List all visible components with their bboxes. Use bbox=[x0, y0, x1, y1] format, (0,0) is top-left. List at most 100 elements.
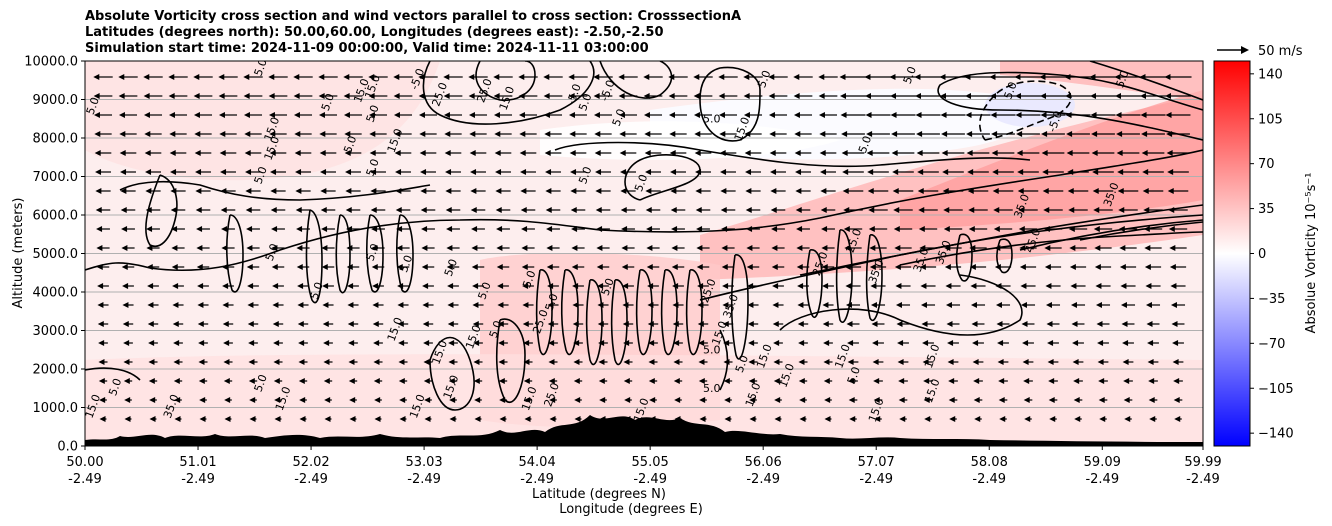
wind-vector-head bbox=[373, 340, 380, 346]
wind-vector-head bbox=[493, 74, 500, 80]
wind-vector-head bbox=[194, 131, 201, 137]
wind-vector-head bbox=[923, 378, 930, 384]
wind-vector-head bbox=[1166, 150, 1173, 156]
wind-vector-head bbox=[894, 264, 901, 270]
wind-vector-head bbox=[744, 150, 751, 156]
wind-vector-head bbox=[196, 245, 203, 251]
wind-vector-head bbox=[1022, 340, 1029, 346]
wind-vector-head bbox=[1042, 169, 1049, 175]
wind-vector-head bbox=[718, 112, 725, 118]
wind-vector-head bbox=[374, 416, 381, 422]
wind-vector-head bbox=[147, 321, 154, 327]
wind-vector-head bbox=[897, 359, 904, 365]
wind-vector-head bbox=[698, 340, 705, 346]
wind-vector-head bbox=[322, 302, 329, 308]
wind-vector-head bbox=[98, 359, 105, 365]
wind-vector-head bbox=[798, 340, 805, 346]
wind-vector-head bbox=[746, 264, 753, 270]
wind-vector-head bbox=[722, 283, 729, 289]
wind-vector-head bbox=[1168, 226, 1175, 232]
wind-vector-head bbox=[143, 74, 150, 80]
contour-label: 5.0 bbox=[703, 113, 721, 126]
wind-vector-head bbox=[668, 93, 675, 99]
wind-vector-head bbox=[865, 112, 872, 118]
wind-vector-head bbox=[520, 207, 527, 213]
wind-vector-head bbox=[1022, 359, 1029, 365]
wind-vector-head bbox=[871, 321, 878, 327]
colorbar-tick-label: 35 bbox=[1258, 202, 1275, 217]
wind-vector-head bbox=[595, 188, 602, 194]
wind-vector-head bbox=[1017, 188, 1024, 194]
wind-vector-head bbox=[1045, 283, 1052, 289]
x-tick-label-longitude: -2.49 bbox=[1186, 472, 1220, 487]
wind-vector-head bbox=[795, 169, 802, 175]
wind-vector-head bbox=[919, 245, 926, 251]
wind-vector-head bbox=[671, 264, 678, 270]
wind-vector-head bbox=[820, 207, 827, 213]
wind-vector-head bbox=[992, 169, 999, 175]
wind-vector-head bbox=[321, 264, 328, 270]
wind-vector-head bbox=[1019, 245, 1026, 251]
wind-vector-head bbox=[519, 150, 526, 156]
wind-vector-head bbox=[668, 112, 675, 118]
wind-vector-head bbox=[718, 74, 725, 80]
wind-vector-head bbox=[793, 74, 800, 80]
wind-vector-head bbox=[620, 207, 627, 213]
contour-label: 5.0 bbox=[520, 269, 538, 290]
wind-vector-head bbox=[918, 207, 925, 213]
wind-vector-head bbox=[748, 340, 755, 346]
colorbar-tick-label: 70 bbox=[1258, 157, 1275, 172]
wind-vector-head bbox=[496, 226, 503, 232]
wind-vector-head bbox=[297, 283, 304, 289]
wind-vector-head bbox=[945, 302, 952, 308]
wind-vector-head bbox=[243, 93, 250, 99]
wind-vector-head bbox=[1139, 74, 1146, 80]
wind-vector-head bbox=[418, 74, 425, 80]
wind-vector-head bbox=[819, 150, 826, 156]
wind-vector-head bbox=[573, 340, 580, 346]
colorbar-ticks: 140 105 70 35 0 −35 −70 −105 −140 bbox=[1250, 67, 1294, 442]
wind-vector-head bbox=[794, 131, 801, 137]
wind-vector-head bbox=[969, 245, 976, 251]
wind-vector-head bbox=[973, 397, 980, 403]
wind-vector-head bbox=[1099, 416, 1106, 422]
wind-vector-head bbox=[969, 264, 976, 270]
wind-vector-head bbox=[997, 340, 1004, 346]
y-tick-label: 9000.0 bbox=[33, 93, 79, 108]
wind-vector-head bbox=[693, 74, 700, 80]
wind-vector-head bbox=[769, 150, 776, 156]
wind-vector-head bbox=[324, 397, 331, 403]
wind-vector-head bbox=[768, 112, 775, 118]
wind-vector-head bbox=[1039, 74, 1046, 80]
wind-vector-head bbox=[823, 378, 830, 384]
wind-vector-head bbox=[1019, 264, 1026, 270]
colorbar-label: Absolue Vorticity 10⁻⁵s⁻¹ bbox=[1304, 173, 1319, 334]
wind-vector-head bbox=[343, 74, 350, 80]
wind-vector-head bbox=[93, 112, 100, 118]
wind-vector-head bbox=[673, 340, 680, 346]
wind-vector-head bbox=[1117, 169, 1124, 175]
wind-vector-head bbox=[597, 283, 604, 289]
wind-vector-head bbox=[569, 150, 576, 156]
wind-vector-head bbox=[1020, 283, 1027, 289]
wind-vector-head bbox=[848, 397, 855, 403]
wind-vector-head bbox=[1145, 283, 1152, 289]
wind-vector-head bbox=[943, 207, 950, 213]
wind-vector-head bbox=[546, 245, 553, 251]
wind-vector-head bbox=[518, 112, 525, 118]
wind-vector-head bbox=[720, 169, 727, 175]
wind-vector-head bbox=[1065, 112, 1072, 118]
wind-vector-head bbox=[572, 283, 579, 289]
wind-vector-head bbox=[570, 169, 577, 175]
y-tick-label: 7000.0 bbox=[33, 170, 79, 185]
wind-vector-head bbox=[1115, 93, 1121, 99]
wind-vector-head bbox=[866, 150, 873, 156]
wind-vector-head bbox=[618, 112, 625, 118]
wind-vector-head bbox=[1143, 226, 1150, 232]
wind-vector-head bbox=[998, 378, 1005, 384]
wind-vector-head bbox=[394, 131, 401, 137]
wind-vector-head bbox=[818, 74, 825, 80]
y-axis-label: Altitude (meters) bbox=[11, 198, 26, 309]
wind-vector-head bbox=[419, 150, 426, 156]
wind-vector-head bbox=[869, 264, 876, 270]
